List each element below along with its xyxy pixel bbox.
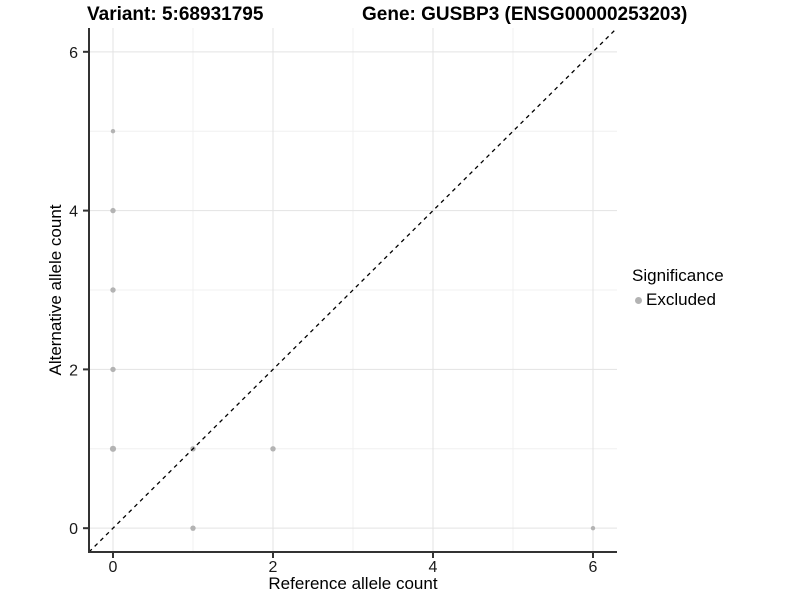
y-tick-label: 4 bbox=[69, 204, 78, 221]
identity-line bbox=[88, 27, 618, 553]
y-tick-label: 6 bbox=[69, 45, 78, 62]
x-tick-label: 4 bbox=[429, 559, 438, 576]
data-point bbox=[110, 287, 116, 293]
data-point bbox=[270, 446, 276, 452]
variant-title: Variant: 5:68931795 bbox=[87, 4, 264, 25]
legend: Significance Excluded bbox=[632, 266, 724, 310]
x-axis-title: Reference allele count bbox=[268, 574, 438, 593]
x-tick-label: 2 bbox=[269, 559, 278, 576]
data-point bbox=[110, 366, 116, 373]
data-point bbox=[110, 129, 116, 134]
legend-item-label: Excluded bbox=[646, 290, 716, 309]
gene-title: Gene: GUSBP3 (ENSG00000253203) bbox=[362, 4, 688, 25]
x-tick-label: 0 bbox=[109, 559, 118, 576]
y-axis-title-text: Alternative allele count bbox=[46, 204, 65, 376]
y-tick-label: 0 bbox=[69, 521, 78, 538]
x-tick-label: 6 bbox=[589, 559, 598, 576]
data-point bbox=[190, 525, 196, 531]
data-point bbox=[110, 207, 116, 214]
legend-item: Excluded bbox=[632, 290, 724, 310]
legend-point-icon bbox=[635, 296, 642, 304]
data-point bbox=[590, 525, 596, 531]
legend-title: Significance bbox=[632, 266, 724, 285]
data-point bbox=[109, 445, 117, 452]
y-tick-label: 2 bbox=[69, 362, 78, 379]
